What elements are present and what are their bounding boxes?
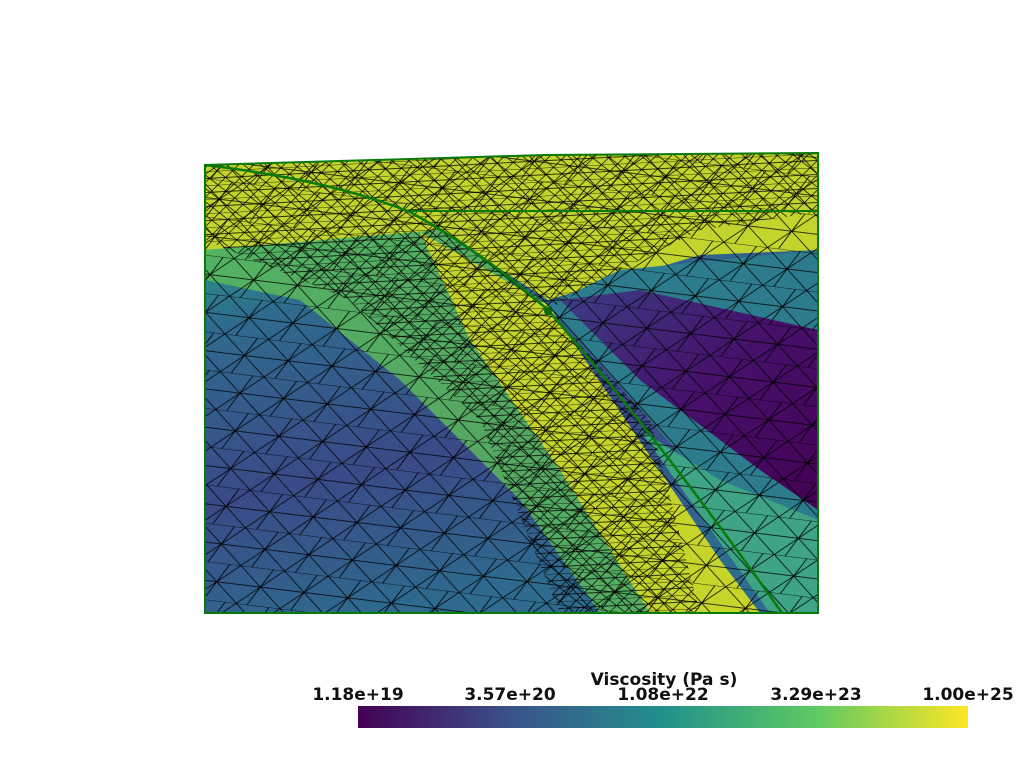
colorbar-label: 3.29e+23 <box>770 685 861 705</box>
colorbar: Viscosity (Pa s) 1.18e+19 3.57e+20 1.08e… <box>312 670 1014 728</box>
slab-surface <box>204 163 784 614</box>
mesh-plot <box>205 153 818 613</box>
colorbar-label: 1.00e+25 <box>922 685 1013 705</box>
slab-point <box>544 307 552 315</box>
colorbar-label: 1.18e+19 <box>312 685 403 705</box>
colorbar-label: 1.08e+22 <box>617 685 708 705</box>
domain-boundary <box>204 151 819 614</box>
colorbar-gradient <box>358 706 968 728</box>
colorbar-title: Viscosity (Pa s) <box>591 670 738 690</box>
colorbar-label: 3.57e+20 <box>464 685 556 705</box>
